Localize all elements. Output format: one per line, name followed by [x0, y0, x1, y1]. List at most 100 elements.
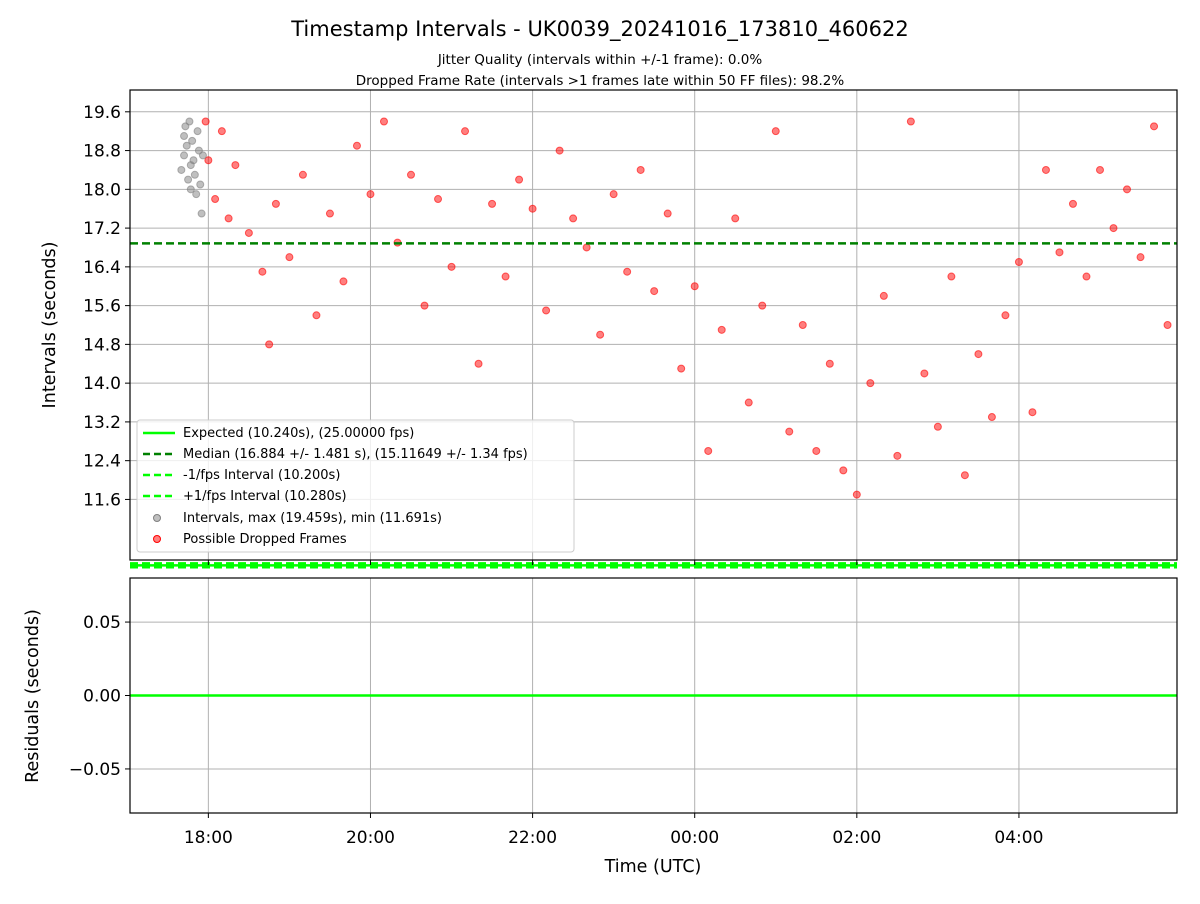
- legend-label-expected: Expected (10.240s), (25.00000 fps): [183, 426, 414, 441]
- dropped-frame-point: [204, 156, 213, 165]
- dropped-frame-point: [1163, 321, 1172, 329]
- top-y-tick-label: 12.4: [83, 452, 121, 472]
- dropped-frame-point: [825, 359, 834, 368]
- dropped-frame-point: [609, 190, 618, 199]
- interval-point: [180, 151, 189, 160]
- dropped-frame-point: [933, 422, 942, 431]
- dropped-frame-point: [325, 209, 334, 218]
- dropped-frame-point: [339, 277, 348, 286]
- dropped-frame-point: [298, 170, 307, 179]
- dropped-frame-point: [542, 306, 551, 315]
- dropped-frame-point: [920, 369, 929, 378]
- dropped-frame-point: [555, 146, 564, 155]
- interval-point: [198, 151, 207, 160]
- dropped-frame-point: [201, 117, 210, 126]
- legend: Expected (10.240s), (25.00000 fps) Media…: [136, 419, 575, 553]
- dropped-frame-point: [839, 466, 848, 475]
- dropped-frame-point: [744, 398, 753, 407]
- dropped-frame-point: [1082, 272, 1091, 281]
- dropped-frame-point: [812, 446, 821, 455]
- dropped-frame-point: [488, 199, 497, 208]
- dropped-frame-point: [515, 175, 524, 184]
- top-y-tick-label: 18.0: [83, 180, 121, 200]
- dropped-frame-point: [501, 272, 510, 281]
- dropped-frame-point: [1041, 165, 1050, 174]
- interval-point: [177, 165, 186, 174]
- x-tick-label: 18:00: [184, 828, 233, 848]
- legend-box: [136, 419, 575, 553]
- dropped-frame-point: [1014, 258, 1023, 267]
- dropped-frame-point: [704, 446, 713, 455]
- legend-label-dropped: Possible Dropped Frames: [183, 532, 347, 547]
- x-tick-label: 22:00: [508, 828, 557, 848]
- dropped-frame-point: [1109, 224, 1118, 233]
- top-y-tick-label: 15.6: [83, 297, 121, 317]
- dropped-frame-point: [663, 209, 672, 218]
- top-y-tick-label: 14.0: [83, 374, 121, 394]
- top-y-tick-label: 19.6: [83, 103, 121, 123]
- top-plot-reference-lines: [130, 242, 1177, 569]
- dropped-frame-point: [285, 253, 294, 262]
- dropped-frame-point: [623, 267, 632, 276]
- dropped-frame-point: [758, 301, 767, 310]
- dropped-frame-point: [461, 127, 470, 136]
- x-axis-label: Time (UTC): [604, 857, 702, 877]
- top-y-axis-label: Intervals (seconds): [40, 242, 60, 409]
- bottom-y-tick-label: 0.00: [83, 687, 121, 707]
- dropped-frame-point: [1150, 122, 1159, 131]
- legend-label-intervals: Intervals, max (19.459s), min (11.691s): [183, 511, 442, 526]
- dropped-frame-point: [690, 282, 699, 291]
- dropped-frame-point: [1001, 311, 1010, 320]
- top-y-tick-label: 17.2: [83, 219, 121, 239]
- interval-point: [185, 117, 194, 126]
- top-y-tick-label: 16.4: [83, 258, 121, 278]
- top-y-tick-label: 14.8: [83, 335, 121, 355]
- dropped-frame-point: [474, 359, 483, 368]
- dropped-frame-point: [650, 287, 659, 296]
- dropped-frame-point: [731, 214, 740, 223]
- dropped-frame-point: [771, 127, 780, 136]
- interval-point: [182, 141, 191, 150]
- dropped-frame-point: [352, 141, 361, 150]
- dropped-frame-point: [987, 413, 996, 422]
- dropped-frame-point: [1068, 199, 1077, 208]
- dropped-frame-point: [224, 214, 233, 223]
- dropped-frame-point: [960, 471, 969, 480]
- bottom-y-tick-label: 0.05: [83, 613, 121, 633]
- dropped-frame-point: [1028, 408, 1037, 417]
- dropped-frame-point: [974, 350, 983, 359]
- x-tick-label: 00:00: [670, 828, 719, 848]
- dropped-frame-point: [569, 214, 578, 223]
- x-tick-label: 02:00: [832, 828, 881, 848]
- figure-subtitle-dropped: Dropped Frame Rate (intervals >1 frames …: [356, 73, 845, 89]
- bottom-y-axis-label: Residuals (seconds): [23, 609, 43, 783]
- top-y-tick-label: 13.2: [83, 413, 121, 433]
- dropped-frame-point: [947, 272, 956, 281]
- dropped-frame-point: [258, 267, 267, 276]
- legend-label-median: Median (16.884 +/- 1.481 s), (15.11649 +…: [183, 447, 528, 462]
- top-y-tick-label: 11.6: [83, 490, 121, 510]
- legend-marker-dropped: [153, 535, 161, 543]
- dropped-frame-point: [244, 228, 253, 237]
- dropped-frame-point: [1123, 185, 1132, 194]
- dropped-frame-point: [366, 190, 375, 199]
- dropped-frame-point: [717, 325, 726, 334]
- dropped-frame-point: [1055, 248, 1064, 257]
- interval-point: [189, 156, 198, 165]
- interval-point: [196, 180, 205, 189]
- dropped-frame-point: [1095, 165, 1104, 174]
- x-tick-label: 20:00: [346, 828, 395, 848]
- dropped-frame-point: [582, 243, 591, 252]
- dropped-frame-point: [447, 262, 456, 271]
- dropped-frame-point: [866, 379, 875, 388]
- top-plot-axes: 19.6 18.8 18.0 17.2 16.4 15.6 14.8 14.0 13.2 12.4…: [83, 103, 1020, 565]
- top-plot-frame: [129, 89, 1178, 561]
- interval-point: [188, 136, 197, 145]
- top-y-tick-label: 18.8: [83, 142, 121, 162]
- dropped-frame-point: [211, 195, 220, 204]
- dropped-frame-point: [879, 291, 888, 300]
- dropped-frame-point: [1136, 253, 1145, 262]
- legend-label-plus-fps: +1/fps Interval (10.280s): [183, 489, 347, 504]
- dropped-frame-point: [528, 204, 537, 213]
